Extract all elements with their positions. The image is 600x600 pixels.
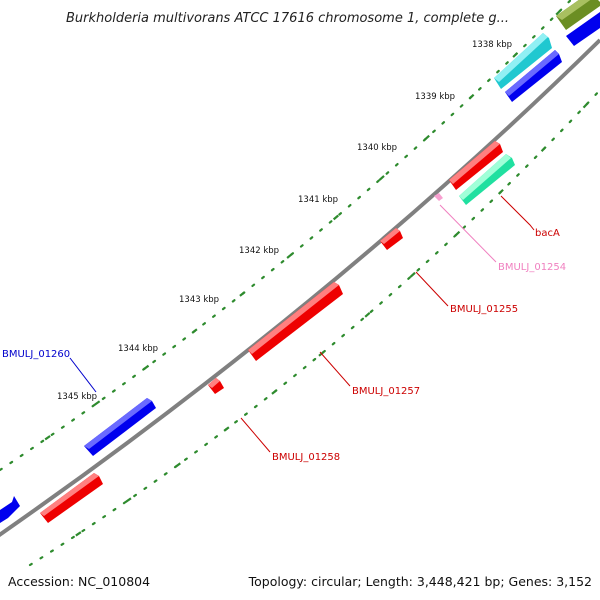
gene-blue-top[interactable]	[566, 12, 600, 46]
tick-label: 1343 kbp	[179, 295, 219, 305]
gene-red-bottom-body[interactable]	[40, 473, 103, 523]
gene-BMULJ_01255-top	[380, 228, 400, 244]
gene-BMULJ_01254[interactable]	[434, 193, 443, 201]
gene-blue-top-body[interactable]	[566, 12, 600, 46]
gene-BMULJ_01258[interactable]	[208, 378, 224, 394]
tick-labels: 1338 kbp 1339 kbp 1340 kbp 1341 kbp 1342…	[57, 40, 512, 402]
inner-tick-ring	[28, 88, 600, 567]
leader-bacA	[500, 195, 535, 231]
gene-label-bacA[interactable]: bacA	[535, 228, 560, 239]
gene-blue-bottom-body[interactable]	[0, 496, 20, 523]
gene-BMULJ_01260[interactable]	[84, 398, 156, 456]
leader-BMULJ_01257	[319, 351, 351, 387]
gene-blue-bottom[interactable]	[0, 496, 20, 523]
gene-blue-2[interactable]	[505, 50, 562, 102]
gene-BMULJ_01254-body[interactable]	[434, 193, 443, 201]
gene-BMULJ_01260-top	[84, 398, 152, 449]
leader-BMULJ_01260	[69, 357, 97, 393]
tick-label: 1341 kbp	[298, 195, 338, 205]
gene-label-BMULJ_01254[interactable]: BMULJ_01254	[498, 262, 566, 273]
gene-BMULJ_01260-body[interactable]	[84, 398, 156, 456]
gene-olive-body[interactable]	[556, 0, 600, 30]
gene-cyan-body[interactable]	[494, 33, 552, 89]
outer-ring-path	[0, 0, 573, 472]
gene-label-BMULJ_01258[interactable]: BMULJ_01258	[272, 452, 340, 463]
leader-BMULJ_01254	[439, 204, 497, 263]
gene-label-BMULJ_01260[interactable]: BMULJ_01260	[2, 349, 70, 360]
gene-BMULJ_01258-top	[208, 378, 220, 388]
gene-label-BMULJ_01255[interactable]: BMULJ_01255	[450, 304, 518, 315]
gene-BMULJ_01255[interactable]	[380, 228, 403, 250]
gene-BMULJ_01257-body[interactable]	[248, 282, 343, 361]
gene-blue-2-top	[505, 50, 559, 96]
gene-red-bottom[interactable]	[40, 473, 103, 523]
chromosome-backbone	[0, 38, 600, 537]
gene-BMULJ_01255-body[interactable]	[380, 228, 403, 250]
tick-label: 1342 kbp	[239, 246, 279, 256]
tick-label: 1344 kbp	[118, 344, 158, 354]
gene-olive-top	[556, 0, 591, 20]
label-leader-lines	[69, 195, 535, 453]
map-title: Burkholderia multivorans ATCC 17616 chro…	[66, 11, 509, 26]
gene-olive[interactable]	[556, 0, 600, 30]
gene-labels: bacA BMULJ_01254 BMULJ_01255 BMULJ_01257…	[2, 228, 566, 463]
gene-BMULJ_01257-top	[248, 282, 339, 354]
topology-summary: Topology: circular; Length: 3,448,421 bp…	[248, 574, 592, 589]
gene-bacA-top	[449, 141, 500, 184]
gene-features	[0, 0, 600, 523]
leader-BMULJ_01258	[240, 417, 271, 453]
gene-teal-top	[459, 154, 511, 200]
leader-BMULJ_01255	[415, 271, 449, 307]
gene-cyan[interactable]	[494, 33, 552, 89]
gene-BMULJ_01257[interactable]	[248, 282, 343, 361]
accession-text: Accession: NC_010804	[8, 574, 150, 589]
gene-teal[interactable]	[459, 154, 515, 205]
tick-label: 1345 kbp	[57, 392, 97, 402]
inner-ring-major-ticks	[29, 89, 600, 566]
tick-label: 1339 kbp	[415, 92, 455, 102]
gene-cyan-top	[494, 33, 548, 82]
gene-label-BMULJ_01257[interactable]: BMULJ_01257	[352, 386, 420, 397]
tick-label: 1340 kbp	[357, 143, 397, 153]
inner-ring-path	[28, 88, 600, 567]
gene-bacA-body[interactable]	[449, 141, 503, 190]
tick-label: 1338 kbp	[472, 40, 512, 50]
gene-red-bottom-top	[40, 473, 99, 516]
gene-bacA[interactable]	[449, 141, 503, 190]
outer-tick-ring	[0, 0, 573, 472]
